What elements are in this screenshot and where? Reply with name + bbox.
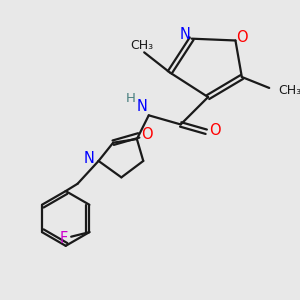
Text: N: N	[180, 27, 191, 42]
Text: O: O	[236, 30, 248, 45]
Text: O: O	[208, 123, 220, 138]
Text: N: N	[137, 99, 148, 114]
Text: H: H	[126, 92, 135, 105]
Text: O: O	[141, 127, 153, 142]
Text: CH₃: CH₃	[278, 84, 300, 97]
Text: N: N	[84, 151, 95, 166]
Text: F: F	[60, 231, 68, 246]
Text: CH₃: CH₃	[130, 39, 153, 52]
